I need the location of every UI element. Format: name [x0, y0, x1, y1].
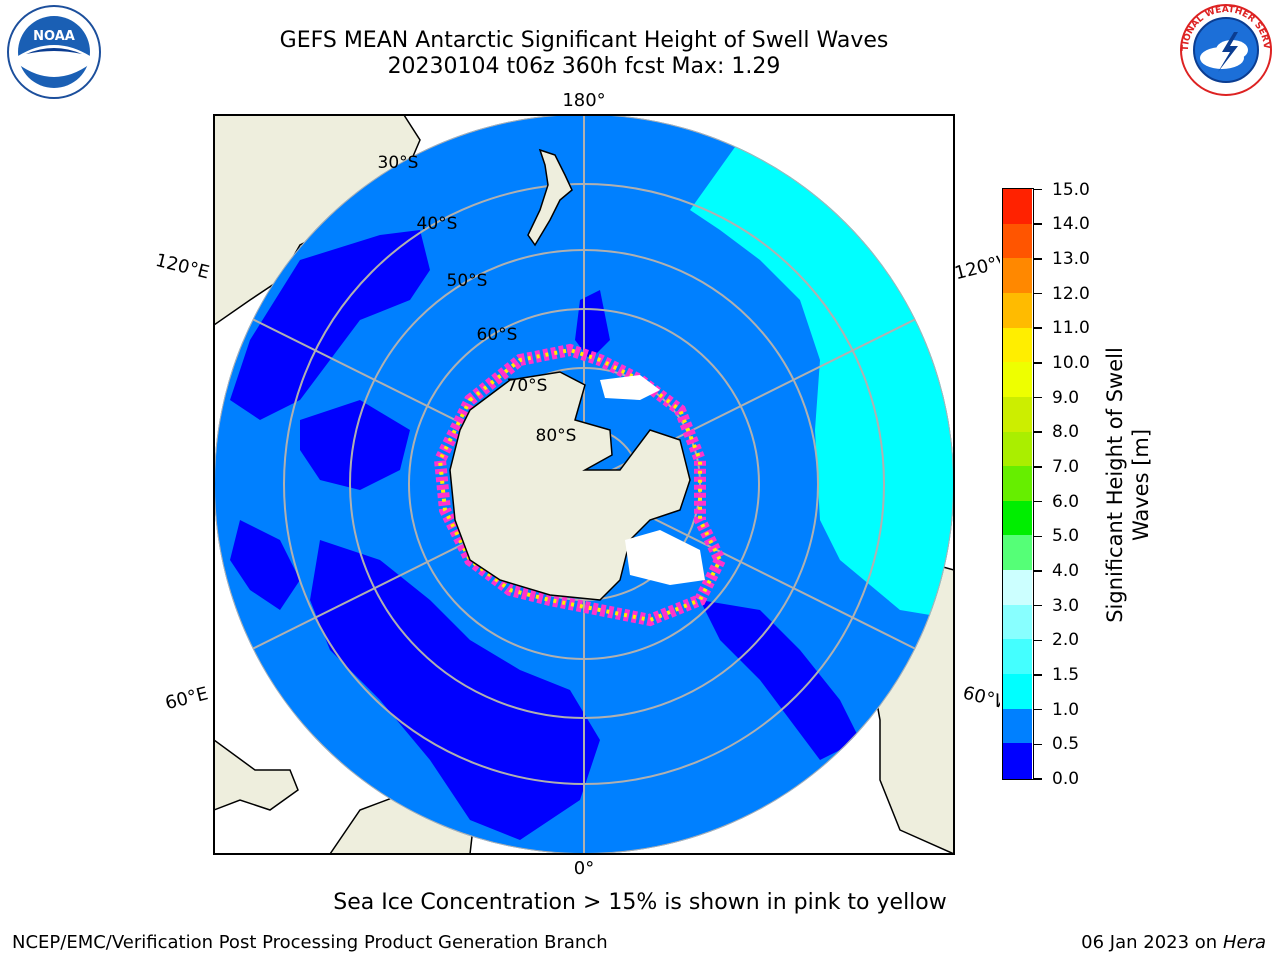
colorbar-tick-label: 8.0	[1052, 422, 1080, 443]
chart-subtitle: 20230104 t06z 360h fcst Max: 1.29	[387, 54, 781, 79]
colorbar-tick-label: 12.0	[1052, 283, 1090, 304]
colorbar-tick	[1034, 639, 1042, 642]
colorbar-segment	[1003, 535, 1032, 571]
colorbar-tick-label: 7.0	[1052, 456, 1080, 477]
colorbar-tick-label: 9.0	[1052, 387, 1080, 408]
colorbar-segment	[1003, 362, 1032, 398]
colorbar-segment	[1003, 327, 1032, 363]
national-weather-service-logo: NATIONAL WEATHER SERVICE	[1176, 2, 1272, 96]
colorbar-segment	[1003, 223, 1032, 259]
footer-date: 06 Jan 2023 on Hera	[1081, 932, 1266, 953]
lon-label-0: 0°	[574, 858, 594, 879]
footer-host: Hera	[1222, 932, 1266, 953]
colorbar-segment	[1003, 189, 1032, 225]
map-frame	[213, 114, 955, 855]
colorbar-segment	[1003, 743, 1032, 779]
colorbar-tick	[1034, 327, 1042, 329]
antarctica	[449, 371, 691, 601]
noaa-logo: NOAA	[7, 5, 101, 99]
weddell-ice	[625, 530, 705, 585]
colorbar-tick	[1034, 778, 1042, 780]
colorbar-tick-label: 3.0	[1052, 595, 1080, 616]
high-swell-region	[690, 140, 954, 620]
lon-label-60e: 60°E	[163, 683, 210, 714]
colorbar-tick	[1034, 708, 1042, 711]
colorbar-segment	[1003, 674, 1032, 710]
colorbar-tick	[1034, 188, 1042, 191]
lat-label-40s: 40°S	[417, 214, 458, 234]
colorbar-tick-label: 13.0	[1052, 248, 1090, 269]
colorbar-tick-label: 11.0	[1052, 318, 1090, 339]
lat-label-70s: 70°S	[507, 376, 548, 396]
colorbar-segment	[1003, 292, 1032, 329]
lat-label-60s: 60°S	[477, 325, 518, 345]
colorbar-tick	[1034, 466, 1042, 468]
colorbar-tick-label: 14.0	[1052, 214, 1090, 235]
lat-label-50s: 50°S	[447, 271, 488, 291]
sea-ice-note: Sea Ice Concentration > 15% is shown in …	[333, 890, 947, 915]
colorbar-tick-label: 6.0	[1052, 491, 1080, 512]
footer-branch: NCEP/EMC/Verification Post Processing Pr…	[12, 932, 608, 953]
colorbar-tick	[1034, 292, 1042, 295]
colorbar-tick-label: 0.5	[1052, 734, 1080, 755]
new-zealand	[527, 148, 573, 247]
chart-title: GEFS MEAN Antarctic Significant Height o…	[279, 28, 889, 53]
colorbar-title-line1: Significant Height of Swell	[1103, 347, 1127, 623]
noaa-logo-text: NOAA	[33, 29, 75, 44]
colorbar-tick	[1034, 500, 1042, 503]
colorbar-tick	[1034, 674, 1042, 676]
colorbar-title-line2: Waves [m]	[1129, 428, 1153, 542]
colorbar-tick	[1034, 258, 1042, 260]
lon-label-60w: 60°W	[961, 682, 1000, 714]
colorbar-tick	[1034, 743, 1042, 746]
colorbar-tick	[1034, 431, 1042, 433]
colorbar-tick	[1034, 362, 1042, 364]
colorbar-tick-label: 2.0	[1052, 630, 1080, 651]
lat-label-80s: 80°S	[536, 426, 577, 446]
colorbar	[1002, 188, 1034, 780]
colorbar-tick-label: 15.0	[1052, 179, 1090, 200]
colorbar-tick-label: 1.5	[1052, 664, 1080, 685]
colorbar-segment	[1003, 639, 1032, 675]
lon-label-120e: 120°E	[153, 250, 211, 284]
lat-label-30s: 30°S	[378, 153, 419, 173]
colorbar-tick	[1034, 570, 1042, 572]
colorbar-tick	[1034, 604, 1042, 607]
colorbar-tick	[1034, 223, 1042, 225]
colorbar-segment	[1003, 396, 1032, 433]
colorbar-tick-label: 5.0	[1052, 526, 1080, 547]
colorbar-segment	[1003, 500, 1032, 537]
colorbar-tick-label: 1.0	[1052, 699, 1080, 720]
polar-map: 180° 0° 120°E 120°W 60°E 60°W 30°S 40°S …	[153, 90, 1000, 879]
colorbar-tick	[1034, 535, 1042, 537]
lon-label-180: 180°	[562, 90, 605, 111]
colorbar-tick	[1034, 396, 1042, 399]
colorbar-segment	[1003, 570, 1032, 606]
colorbar-segment	[1003, 258, 1032, 294]
ross-ice-shelf	[600, 375, 660, 400]
footer-date-text: 06 Jan 2023 on	[1081, 932, 1223, 953]
colorbar-tick-label: 10.0	[1052, 352, 1090, 373]
colorbar-segment	[1003, 604, 1032, 640]
colorbar-segment	[1003, 708, 1032, 744]
colorbar-tick-label: 4.0	[1052, 560, 1080, 581]
lon-label-120w: 120°W	[952, 249, 1000, 284]
colorbar-tick-label: 0.0	[1052, 769, 1080, 789]
colorbar-segment	[1003, 431, 1032, 467]
colorbar-segment	[1003, 466, 1032, 502]
